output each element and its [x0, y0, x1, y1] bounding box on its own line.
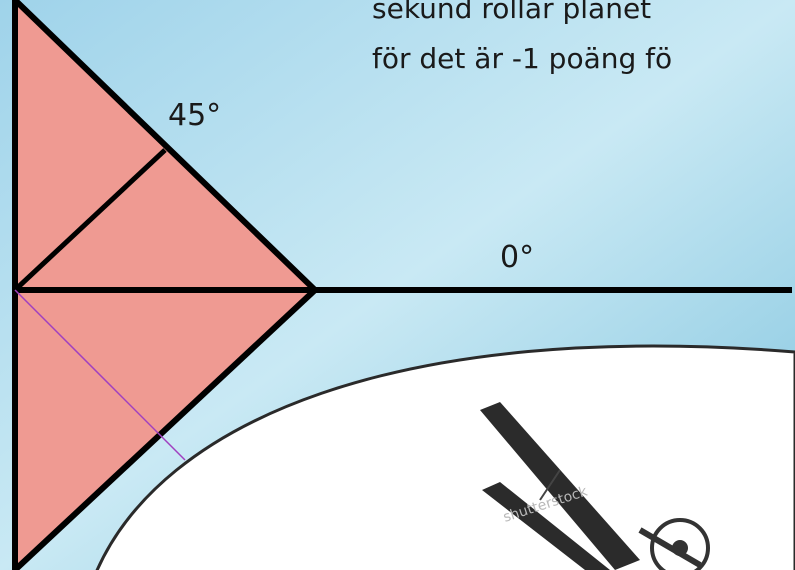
slide: sekund rollar planet för det är -1 poäng… — [0, 0, 795, 570]
page: sekund rollar planet för det är -1 poäng… — [0, 0, 795, 570]
slide-text: sekund rollar planet — [372, 0, 651, 25]
angle-label: 45° — [168, 98, 221, 133]
slide-text: för det är -1 poäng fö — [372, 42, 672, 75]
angle-label: 0° — [500, 240, 534, 275]
